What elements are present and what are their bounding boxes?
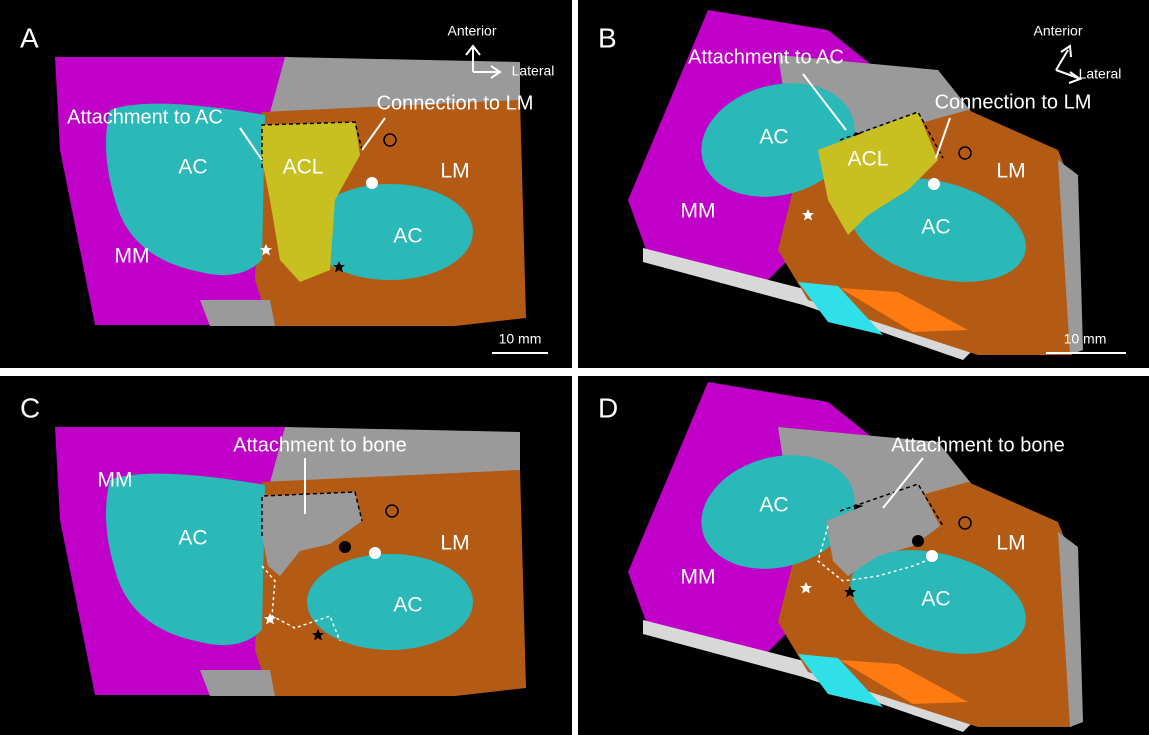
scale-bar: 10 mm — [1064, 331, 1107, 347]
panel-label: D — [598, 392, 618, 423]
orientation: Lateral — [1079, 66, 1122, 82]
panel: B Anterior Lateral Attachment to AC Conn… — [578, 0, 1149, 368]
region-label: LM — [996, 532, 1025, 555]
panel-label: B — [598, 22, 617, 53]
region-label: AC — [759, 126, 788, 149]
scale-bar: 10 mm — [499, 331, 542, 347]
region-label: MM — [681, 566, 716, 589]
region-label: AC — [393, 225, 422, 248]
orientation: Anterior — [447, 23, 496, 39]
region-label: MM — [115, 245, 150, 268]
region-label: AC — [393, 594, 422, 617]
region-label: LM — [996, 160, 1025, 183]
panel: C Attachment to bone MM AC LM AC — [0, 376, 572, 735]
panel: A Anterior Lateral Attachment to AC Conn… — [0, 0, 572, 368]
annotation: Connection to LM — [377, 92, 534, 114]
orientation: Anterior — [1033, 23, 1082, 39]
annotation: Connection to LM — [935, 91, 1092, 113]
region-label: AC — [178, 156, 207, 179]
region-label: LM — [440, 532, 469, 555]
region-label: AC — [921, 588, 950, 611]
region-label: MM — [98, 469, 133, 492]
annotation: Attachment to bone — [233, 434, 406, 456]
panel-label: A — [20, 22, 39, 53]
region-label: MM — [681, 200, 716, 223]
figure: A Anterior Lateral Attachment to AC Conn… — [0, 0, 1149, 735]
annotation: Attachment to bone — [891, 434, 1064, 456]
annotation: Attachment to AC — [67, 106, 223, 128]
region-label: AC — [759, 494, 788, 517]
region-label: AC — [178, 527, 207, 550]
annotation: Attachment to AC — [688, 46, 844, 68]
region-label: AC — [921, 216, 950, 239]
orientation: Lateral — [512, 63, 555, 79]
panel-label: C — [20, 392, 40, 423]
region-label: ACL — [283, 156, 324, 179]
panel: D Attachment to bone AC LM MM AC — [578, 376, 1149, 735]
region-label: LM — [440, 160, 469, 183]
region-label: ACL — [848, 148, 889, 171]
